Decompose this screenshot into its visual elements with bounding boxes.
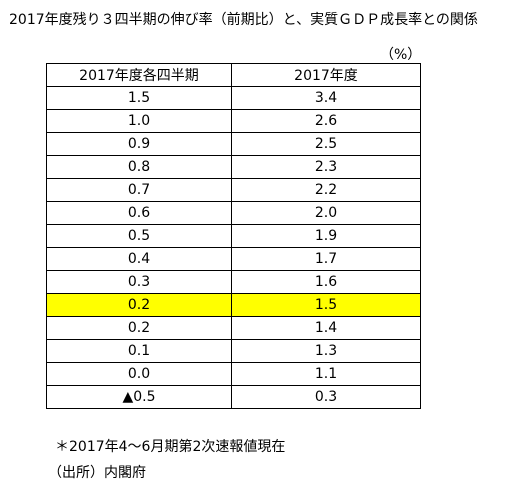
annual-cell: 2.6 (231, 109, 421, 133)
source-note: （出所）内閣府 (48, 465, 146, 481)
quarterly-cell: 1.5 (46, 86, 232, 110)
annual-cell: 0.3 (231, 385, 421, 409)
annual-cell: 1.5 (231, 293, 421, 317)
quarterly-cell: ▲0.5 (46, 385, 232, 409)
annual-cell: 1.7 (231, 247, 421, 271)
annual-cell: 2.2 (231, 178, 421, 202)
annual-cell: 1.6 (231, 270, 421, 294)
unit-label: （%） (380, 47, 422, 63)
quarterly-cell: 0.5 (46, 224, 232, 248)
annual-cell: 3.4 (231, 86, 421, 110)
table-row: 0.5 1.9 (46, 224, 421, 248)
quarterly-cell: 0.7 (46, 178, 232, 202)
quarterly-cell: 0.9 (46, 132, 232, 156)
table-row: ▲0.5 0.3 (46, 385, 421, 409)
quarterly-cell: 0.6 (46, 201, 232, 225)
quarterly-cell: 0.4 (46, 247, 232, 271)
table-row: 1.0 2.6 (46, 109, 421, 133)
table-row-highlighted: 0.2 1.5 (46, 293, 421, 317)
table-row: 0.8 2.3 (46, 155, 421, 179)
quarterly-cell: 1.0 (46, 109, 232, 133)
table-row: 0.0 1.1 (46, 362, 421, 386)
table-row: 0.7 2.2 (46, 178, 421, 202)
table-row: 0.3 1.6 (46, 270, 421, 294)
quarterly-cell: 0.2 (46, 293, 232, 317)
page-title: 2017年度残り３四半期の伸び率（前期比）と、実質ＧＤＰ成長率との関係 (9, 12, 478, 28)
annual-cell: 1.9 (231, 224, 421, 248)
quarterly-cell: 0.3 (46, 270, 232, 294)
annual-cell: 1.3 (231, 339, 421, 363)
table-row: 0.1 1.3 (46, 339, 421, 363)
annual-cell: 1.4 (231, 316, 421, 340)
footnote: ＊2017年4～6月期第2次速報値現在 (55, 439, 286, 455)
table-row: 0.6 2.0 (46, 201, 421, 225)
growth-rate-table: 2017年度各四半期 2017年度 1.5 3.4 1.0 2.6 0.9 2.… (46, 63, 421, 409)
table-row: 0.4 1.7 (46, 247, 421, 271)
annual-cell: 2.0 (231, 201, 421, 225)
table-row: 0.9 2.5 (46, 132, 421, 156)
annual-cell: 2.3 (231, 155, 421, 179)
quarterly-cell: 0.0 (46, 362, 232, 386)
header-fiscal-year: 2017年度 (231, 63, 421, 87)
annual-cell: 2.5 (231, 132, 421, 156)
quarterly-cell: 0.8 (46, 155, 232, 179)
quarterly-cell: 0.1 (46, 339, 232, 363)
table-row: 1.5 3.4 (46, 86, 421, 110)
annual-cell: 1.1 (231, 362, 421, 386)
quarterly-cell: 0.2 (46, 316, 232, 340)
table-header-row: 2017年度各四半期 2017年度 (46, 63, 421, 87)
table-row: 0.2 1.4 (46, 316, 421, 340)
header-quarterly: 2017年度各四半期 (46, 63, 232, 87)
